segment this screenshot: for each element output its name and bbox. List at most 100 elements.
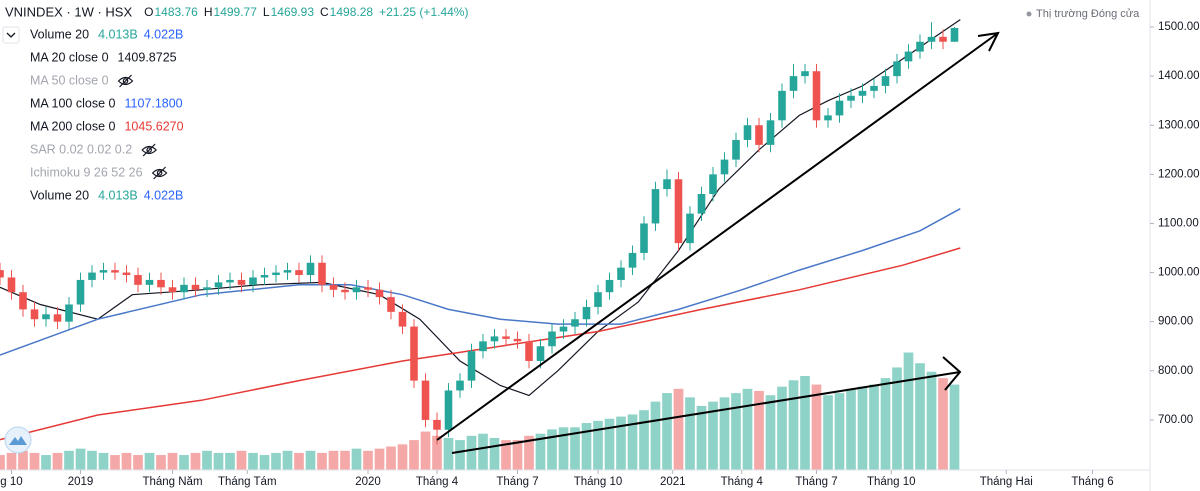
x-tick-label: 2020 — [355, 476, 381, 488]
collapse-button[interactable] — [2, 26, 20, 44]
candle-body — [835, 100, 844, 116]
candle-body — [559, 326, 568, 332]
visibility-toggle[interactable] — [151, 166, 168, 180]
candle-body — [789, 76, 798, 91]
logo[interactable] — [4, 426, 32, 454]
volume-bar — [420, 431, 431, 470]
candle-body — [433, 419, 441, 430]
volume-bar — [133, 455, 143, 470]
candle-body — [318, 262, 326, 285]
y-tick-label: 1300.00 — [1158, 119, 1200, 131]
candle-body — [352, 287, 361, 293]
volume-bar — [52, 452, 63, 470]
volume-bar — [880, 378, 891, 470]
volume-bar — [857, 386, 868, 470]
candle-body — [444, 390, 453, 430]
candle-body — [720, 159, 729, 175]
x-tick-label: Tháng 10 — [867, 476, 916, 488]
candle-body — [145, 279, 154, 285]
eye-slash — [142, 143, 156, 157]
candle-body — [237, 279, 246, 285]
candle-body — [226, 279, 234, 283]
volume-bar — [719, 397, 730, 470]
candle-body — [594, 292, 602, 307]
candle-body — [180, 284, 188, 293]
legend-value: 1409.8725 — [118, 50, 177, 64]
x-tick-label: Tháng 6 — [1071, 476, 1113, 488]
volume-bar — [489, 437, 500, 470]
x-tick-label: 2019 — [68, 476, 94, 488]
volume-bar — [179, 455, 189, 470]
volume-bar — [823, 395, 833, 470]
volume-bar — [351, 448, 362, 470]
candle-body — [283, 270, 292, 273]
volume-bar — [328, 450, 339, 470]
candle-body — [467, 351, 476, 381]
x-tick-label: Tháng Năm — [142, 476, 202, 488]
ohlc-label: O — [144, 5, 153, 19]
volume-bar — [363, 450, 373, 470]
volume-bar — [754, 390, 764, 470]
volume-bar — [144, 452, 155, 470]
candle-body — [571, 319, 579, 327]
candle-body — [65, 304, 73, 322]
ohlc-value: 1483.76 — [154, 5, 198, 19]
market-status-text: Thị trường Đóng cửa — [1036, 8, 1140, 20]
candle-body — [881, 76, 890, 86]
candle-body — [939, 36, 947, 42]
candle-body — [341, 289, 349, 293]
x-tick-label: Tháng 10 — [574, 476, 623, 488]
candle-body — [502, 336, 510, 339]
eye-pupil — [122, 78, 129, 84]
chevron — [6, 32, 16, 38]
volume-bar — [0, 455, 5, 470]
candle-body — [628, 252, 637, 268]
candle-body — [0, 270, 4, 278]
candle-body — [686, 213, 694, 244]
candle-body — [421, 380, 430, 420]
candle-body — [755, 125, 763, 145]
volume-bar — [662, 393, 672, 470]
candle-body — [479, 341, 487, 352]
candle-body — [306, 262, 315, 276]
candle-body — [375, 289, 384, 298]
y-tick-label: 1400.00 — [1158, 70, 1200, 82]
candle-body — [870, 85, 878, 91]
volume-bar — [627, 414, 638, 470]
candle-body — [398, 311, 407, 327]
volume-bar — [777, 386, 787, 470]
legend-value: 4.013B — [98, 188, 138, 202]
axes: 700.00 800.00 900.00 1000.00 1100.00 1200.00 1… — [0, 21, 1199, 488]
moving-average-line — [0, 208, 961, 356]
volume-bar — [225, 452, 235, 470]
candle-body — [203, 287, 211, 290]
volume-bar — [501, 440, 511, 470]
eye-slash — [119, 74, 132, 88]
trend-arrow — [436, 31, 1000, 441]
volume-bar — [6, 452, 17, 470]
candle-body — [766, 120, 775, 145]
volume-bar — [305, 450, 316, 470]
volume-bar — [650, 401, 661, 470]
arrow-head — [977, 31, 1000, 52]
plot-area — [0, 19, 961, 470]
volume-bar — [466, 435, 477, 470]
legend-name: MA 100 close 0 — [30, 96, 116, 110]
candle-body — [88, 272, 96, 280]
legend-name: Volume 20 — [30, 188, 89, 202]
legend-name: MA 20 close 0 — [30, 50, 109, 64]
volume-bar — [639, 410, 649, 470]
eye-pupil — [146, 147, 152, 153]
symbol: VNINDEX · 1W · HSX — [5, 4, 132, 19]
candle-body — [663, 179, 671, 190]
volume-bar — [892, 367, 902, 470]
volume-bar — [478, 433, 488, 470]
ohlc-value: 1499.77 — [214, 5, 258, 19]
candle-body — [295, 270, 303, 276]
visibility-toggle[interactable] — [141, 143, 158, 157]
candle-body — [525, 341, 533, 361]
volume-bar — [98, 452, 109, 470]
visibility-toggle[interactable] — [117, 74, 134, 88]
volume-bar — [834, 393, 845, 470]
